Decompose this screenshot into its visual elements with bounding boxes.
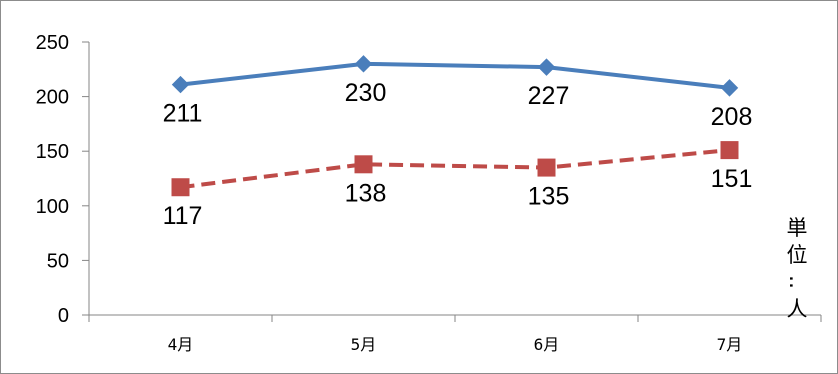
y-tick-label: 200 bbox=[36, 87, 69, 109]
y-tick-label: 150 bbox=[36, 141, 69, 163]
unit-label: 単位 ‥ 人 bbox=[785, 216, 809, 321]
y-tick-label: 50 bbox=[47, 250, 69, 272]
series-1-point bbox=[537, 58, 556, 76]
series-1-point bbox=[171, 75, 190, 94]
data-label: 151 bbox=[711, 165, 753, 193]
axes bbox=[82, 41, 822, 322]
unit-label-char: 人 bbox=[787, 297, 808, 321]
data-label: 135 bbox=[528, 183, 570, 211]
unit-label-char: 位 bbox=[787, 243, 808, 267]
data-label: 230 bbox=[345, 79, 387, 107]
x-tick-label: 4月 bbox=[168, 335, 194, 354]
data-label: 211 bbox=[163, 100, 203, 128]
data-label: 227 bbox=[528, 82, 570, 110]
series-layer bbox=[171, 55, 739, 197]
series-2-point bbox=[171, 178, 190, 197]
x-tick-label: 5月 bbox=[351, 335, 377, 354]
unit-label-char: 単 bbox=[787, 216, 808, 240]
data-labels: 211 230 227 208 117 138 135 151 bbox=[163, 79, 753, 230]
x-tick-label: 6月 bbox=[534, 335, 560, 354]
y-tick-label: 100 bbox=[36, 196, 69, 218]
series-line-2 bbox=[180, 148, 730, 190]
data-label: 208 bbox=[711, 103, 753, 131]
series-1-point bbox=[720, 79, 739, 97]
series-2-point bbox=[537, 158, 556, 177]
series-1-point bbox=[354, 55, 373, 73]
unit-label-char: ‥ bbox=[785, 275, 809, 289]
y-tick-label: 250 bbox=[36, 32, 69, 54]
y-tick-label: 0 bbox=[58, 305, 69, 327]
data-label: 138 bbox=[345, 179, 387, 207]
series-2-point bbox=[720, 141, 739, 160]
x-tick-label: 7月 bbox=[717, 335, 743, 354]
series-2-point bbox=[354, 155, 373, 174]
x-tick-labels: 4月 5月 6月 7月 bbox=[168, 335, 743, 354]
data-label: 117 bbox=[163, 202, 203, 230]
y-tick-labels: 0 50 100 150 200 250 bbox=[36, 32, 69, 327]
series-line-1 bbox=[180, 61, 730, 90]
